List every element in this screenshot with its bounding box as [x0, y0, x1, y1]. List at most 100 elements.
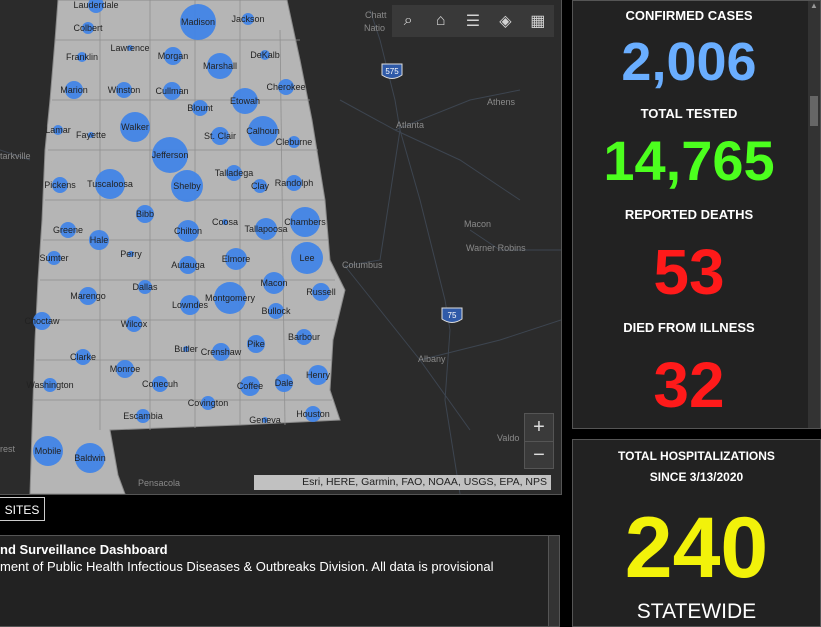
county-case-bubble[interactable]: [52, 177, 68, 193]
county-label: Cherokee: [266, 82, 305, 92]
info-scrollbar[interactable]: [548, 536, 559, 626]
county-case-bubble[interactable]: [116, 360, 134, 378]
layers-icon[interactable]: ◈: [499, 13, 512, 30]
county-case-bubble[interactable]: [207, 53, 233, 79]
county-case-bubble[interactable]: [75, 443, 105, 473]
county-case-bubble[interactable]: [163, 82, 181, 100]
county-case-bubble[interactable]: [247, 335, 265, 353]
county-label: Dallas: [132, 282, 158, 292]
county-case-bubble[interactable]: [53, 125, 63, 135]
map-view[interactable]: 575 75 Chatt Natio Athens Atlanta Macon Warner…: [0, 0, 562, 495]
county-case-bubble[interactable]: [152, 137, 188, 173]
stats-scrollbar[interactable]: ▲: [808, 1, 820, 428]
county-case-bubble[interactable]: [211, 127, 229, 145]
county-case-bubble[interactable]: [116, 82, 132, 98]
county-case-bubble[interactable]: [240, 376, 260, 396]
county-case-bubble[interactable]: [262, 417, 268, 423]
zoom-in-button[interactable]: +: [525, 414, 553, 442]
county-case-bubble[interactable]: [225, 248, 247, 270]
county-case-bubble[interactable]: [291, 242, 323, 274]
county-label: Lowndes: [172, 300, 209, 310]
county-case-bubble[interactable]: [222, 219, 228, 225]
county-case-bubble[interactable]: [180, 4, 216, 40]
county-case-bubble[interactable]: [253, 179, 267, 193]
city-label: Natio: [364, 23, 385, 33]
county-case-bubble[interactable]: [136, 409, 150, 423]
county-case-bubble[interactable]: [248, 116, 278, 146]
county-case-bubble[interactable]: [278, 79, 294, 95]
county-case-bubble[interactable]: [120, 112, 150, 142]
county-case-bubble[interactable]: [296, 329, 312, 345]
county-case-bubble[interactable]: [212, 343, 230, 361]
county-case-bubble[interactable]: [263, 272, 285, 294]
reported-deaths-value: 53: [653, 236, 725, 308]
county-case-bubble[interactable]: [290, 207, 320, 237]
county-case-bubble[interactable]: [33, 436, 63, 466]
county-case-bubble[interactable]: [226, 165, 242, 181]
map-canvas[interactable]: 575 75 Chatt Natio Athens Atlanta Macon Warner…: [0, 0, 561, 494]
county-case-bubble[interactable]: [183, 346, 189, 352]
county-case-bubble[interactable]: [177, 220, 199, 242]
county-case-bubble[interactable]: [232, 88, 258, 114]
county-label: Baldwin: [74, 453, 106, 463]
county-case-bubble[interactable]: [75, 349, 91, 365]
tab-sites[interactable]: SITES: [0, 497, 45, 521]
search-icon[interactable]: ⌕: [403, 12, 413, 29]
county-label: Lawrence: [110, 43, 149, 53]
county-case-bubble[interactable]: [33, 312, 51, 330]
county-case-bubble[interactable]: [152, 376, 168, 392]
county-case-bubble[interactable]: [65, 81, 83, 99]
county-case-bubble[interactable]: [214, 282, 246, 314]
reported-deaths-label: REPORTED DEATHS: [624, 207, 754, 222]
zoom-out-button[interactable]: −: [533, 444, 545, 466]
map-toolbar: ⌕ ⌂ ☰ ◈ ▦: [392, 5, 554, 37]
home-icon[interactable]: ⌂: [435, 12, 446, 29]
county-case-bubble[interactable]: [286, 175, 302, 191]
county-case-bubble[interactable]: [89, 230, 109, 250]
died-from-illness-label: DIED FROM ILLNESS: [623, 320, 755, 335]
county-label: Morgan: [158, 51, 189, 61]
basemap-gallery-icon[interactable]: ▦: [530, 13, 546, 30]
county-case-bubble[interactable]: [180, 295, 200, 315]
county-case-bubble[interactable]: [88, 0, 104, 13]
county-case-bubble[interactable]: [47, 251, 61, 265]
county-case-bubble[interactable]: [126, 316, 142, 332]
county-case-bubble[interactable]: [164, 47, 182, 65]
scroll-up-icon[interactable]: ▲: [810, 1, 818, 10]
county-case-bubble[interactable]: [127, 45, 133, 51]
county-label: Lamar: [45, 125, 71, 135]
hospitalizations-since: SINCE 3/13/2020: [649, 470, 744, 484]
county-label: Colbert: [73, 23, 103, 33]
county-case-bubble[interactable]: [312, 283, 330, 301]
county-case-bubble[interactable]: [43, 378, 57, 392]
county-case-bubble[interactable]: [305, 406, 321, 422]
county-case-bubble[interactable]: [77, 52, 87, 62]
county-case-bubble[interactable]: [179, 256, 197, 274]
county-case-bubble[interactable]: [171, 170, 203, 202]
county-label: Covington: [188, 398, 229, 408]
county-case-bubble[interactable]: [260, 50, 270, 60]
county-case-bubble[interactable]: [255, 218, 277, 240]
county-label: Randolph: [275, 178, 314, 188]
county-case-bubble[interactable]: [128, 251, 134, 257]
county-case-bubble[interactable]: [275, 374, 293, 392]
scrollbar-thumb[interactable]: [810, 96, 818, 126]
city-label: Albany: [418, 354, 446, 364]
road-network: [0, 9, 561, 494]
confirmed-cases-value: 2,006: [621, 32, 757, 92]
legend-icon[interactable]: ☰: [465, 13, 481, 30]
county-case-bubble[interactable]: [60, 222, 76, 238]
county-case-bubble[interactable]: [82, 22, 94, 34]
county-case-bubble[interactable]: [88, 132, 94, 138]
county-case-bubble[interactable]: [95, 169, 125, 199]
county-case-bubble[interactable]: [192, 100, 208, 116]
county-case-bubble[interactable]: [79, 287, 97, 305]
county-label: Cleburne: [276, 137, 313, 147]
county-case-bubble[interactable]: [288, 136, 300, 148]
county-case-bubble[interactable]: [136, 205, 154, 223]
county-case-bubble[interactable]: [242, 13, 254, 25]
county-case-bubble[interactable]: [201, 396, 215, 410]
county-case-bubble[interactable]: [308, 365, 328, 385]
county-case-bubble[interactable]: [268, 303, 284, 319]
county-case-bubble[interactable]: [138, 280, 152, 294]
